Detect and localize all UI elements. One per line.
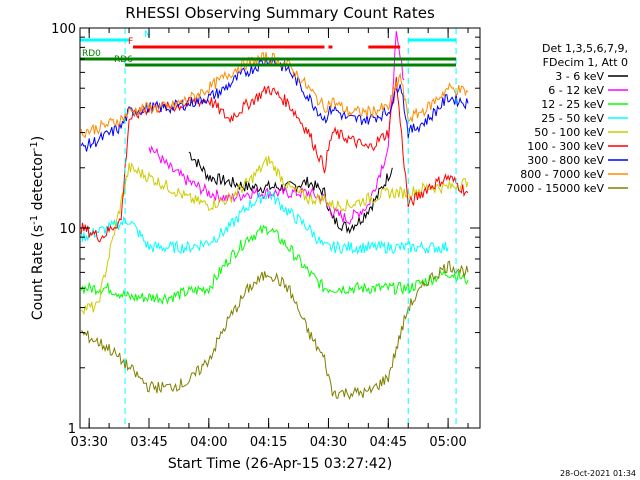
- y-axis-label-exponent: -1: [29, 215, 40, 225]
- plot-frame: [79, 27, 481, 429]
- flag-label-2: RD0: [82, 49, 101, 59]
- series-line-4: [80, 155, 469, 315]
- flag-label-3: RD6: [114, 55, 133, 65]
- legend-label-0: 3 - 6 keV: [555, 70, 604, 83]
- x-tick-label-6: 05:00: [429, 435, 466, 450]
- chart-title: RHESSI Observing Summary Count Rates: [125, 4, 435, 22]
- flag-label-1: F: [128, 37, 133, 47]
- x-tick-label-0: 03:30: [70, 435, 107, 450]
- legend-label-7: 800 - 7000 keV: [520, 168, 604, 181]
- series-line-5: [80, 76, 469, 243]
- timestamp: 28-Oct-2021 01:34: [560, 469, 636, 478]
- legend-header-1: FDecim 1, Att 0: [543, 56, 628, 69]
- legend-label-6: 300 - 800 keV: [527, 154, 604, 167]
- legend-label-8: 7000 - 15000 keV: [506, 182, 604, 195]
- y-axis-label-exponent-2: -1: [29, 141, 40, 151]
- y-tick-label-0: 1: [68, 422, 76, 437]
- legend-label-5: 100 - 300 keV: [527, 140, 604, 153]
- x-tick-label-5: 04:45: [370, 435, 407, 450]
- flag-label-0: N: [144, 30, 151, 40]
- series-line-0: [188, 151, 393, 235]
- legend-label-4: 50 - 100 keV: [534, 126, 604, 139]
- y-axis-label-main: Count Rate (s: [30, 225, 46, 320]
- x-tick-label-1: 03:45: [130, 435, 167, 450]
- series-line-6: [80, 57, 469, 152]
- y-tick-label-1: 10: [59, 222, 76, 237]
- x-tick-label-3: 04:15: [250, 435, 287, 450]
- legend-label-3: 25 - 50 keV: [541, 112, 604, 125]
- x-tick-label-2: 04:00: [190, 435, 227, 450]
- series-line-2: [80, 224, 469, 306]
- legend-label-2: 12 - 25 keV: [541, 98, 604, 111]
- legend-label-1: 6 - 12 keV: [548, 84, 604, 97]
- y-axis-label-end: ): [30, 136, 46, 141]
- plot-area: [80, 28, 469, 428]
- series-line-8: [80, 260, 469, 400]
- x-tick-label-4: 04:30: [310, 435, 347, 450]
- y-axis-label: Count Rate (s-1 detector-1): [29, 136, 46, 320]
- series-line-7: [80, 52, 469, 139]
- y-axis-label-tail: detector: [30, 151, 46, 215]
- legend-header-0: Det 1,3,5,6,7,9,: [542, 42, 628, 55]
- y-tick-label-2: 100: [51, 22, 76, 37]
- series-line-1: [148, 31, 405, 226]
- axes: 1 10 100 03:30 03:45 04:00 04:15 04:30 04:45 05:0…: [51, 22, 480, 450]
- x-axis-label: Start Time (26-Apr-15 03:27:42): [168, 456, 392, 472]
- series-line-3: [80, 189, 449, 256]
- plot-data: N F RD0 RD6: [80, 28, 469, 428]
- legend: Det 1,3,5,6,7,9,FDecim 1, Att 03 - 6 keV…: [506, 42, 628, 195]
